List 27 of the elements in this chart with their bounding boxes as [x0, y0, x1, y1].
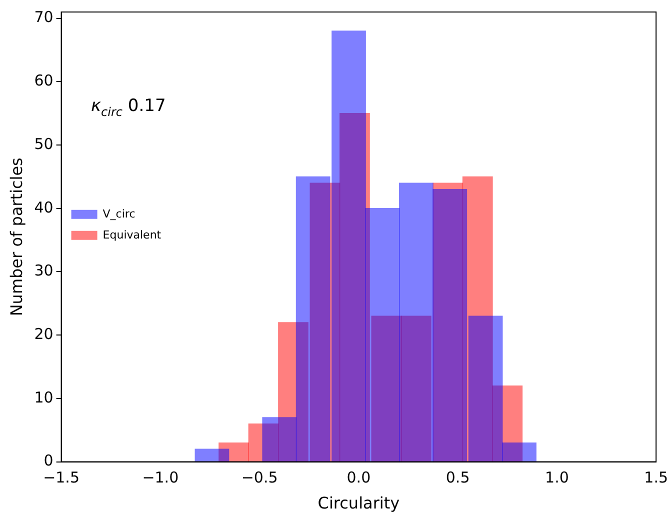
x-tick-label: 1.0 [545, 468, 569, 487]
x-axis-title: Circularity [318, 494, 400, 513]
bar [398, 182, 434, 462]
legend-label: V_circ [102, 207, 136, 220]
x-tick-label: 0.5 [446, 468, 470, 487]
bar [502, 442, 536, 462]
y-tick-label: 40 [34, 198, 54, 216]
bar [468, 316, 503, 462]
x-tick-label: 1.5 [644, 468, 668, 487]
bar [262, 417, 297, 462]
y-axis-title: Number of particles [6, 158, 26, 316]
bar [194, 448, 230, 462]
y-tick-label: 60 [34, 72, 54, 90]
x-tick-label: −1.0 [142, 468, 179, 487]
legend-label: Equivalent [102, 228, 162, 242]
y-tick-label: 0 [44, 452, 54, 470]
x-tick-label: −0.5 [241, 468, 278, 487]
y-tick-label: 70 [34, 8, 54, 26]
y-tick-label: 10 [34, 388, 54, 406]
y-tick-label: 20 [34, 324, 54, 343]
bar [332, 30, 366, 462]
y-tick-label: 30 [34, 262, 54, 280]
x-tick-label: 0.0 [346, 468, 371, 487]
bar [296, 176, 330, 462]
y-tick-label: 50 [34, 134, 54, 153]
bar [365, 208, 400, 462]
x-tick-label: −1.5 [43, 468, 80, 487]
